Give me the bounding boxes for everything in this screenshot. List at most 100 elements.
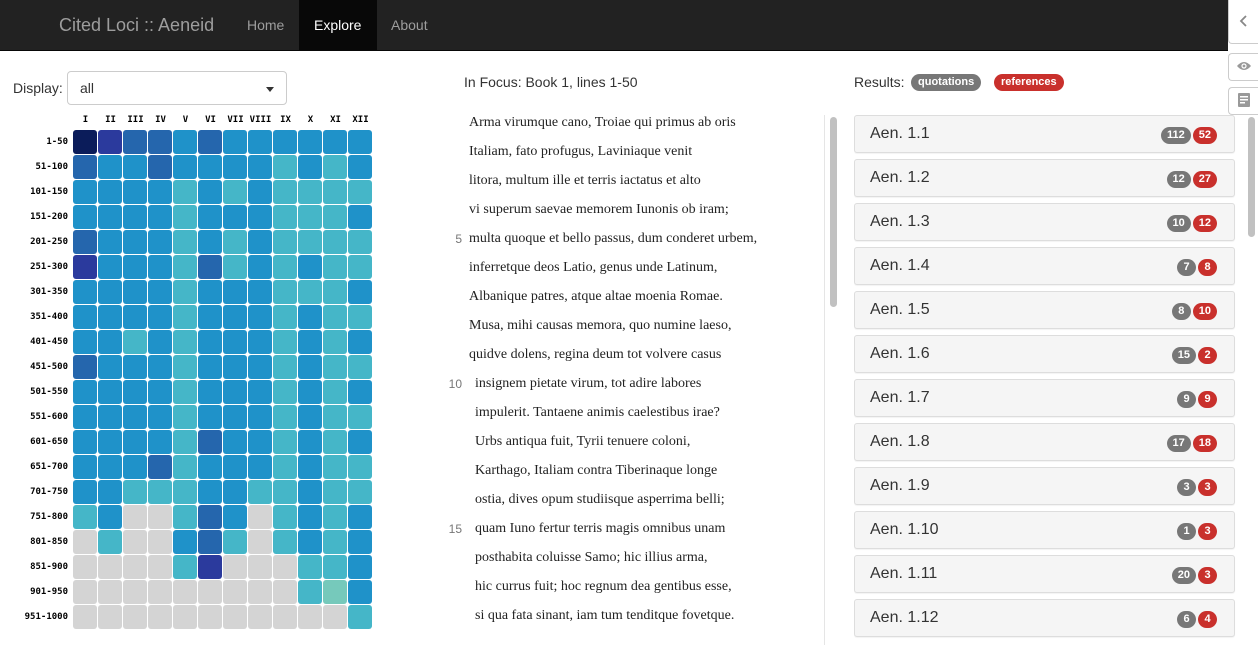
heatmap-cell[interactable] <box>73 480 97 504</box>
heatmap-cell[interactable] <box>73 555 97 579</box>
heatmap-cell[interactable] <box>73 255 97 279</box>
heatmap-cell[interactable] <box>73 205 97 229</box>
heatmap-cell[interactable] <box>148 405 172 429</box>
heatmap-cell[interactable] <box>198 280 222 304</box>
verse-line[interactable]: Musa, mihi causas memora, quo numine lae… <box>440 318 820 347</box>
result-item[interactable]: Aen. 1.2 12 27 <box>854 159 1235 197</box>
heatmap-cell[interactable] <box>173 605 197 629</box>
heatmap-cell[interactable] <box>198 255 222 279</box>
heatmap-cell[interactable] <box>298 380 322 404</box>
verse-line[interactable]: 5 multa quoque et bello passus, dum conde… <box>440 231 820 260</box>
heatmap-cell[interactable] <box>273 230 297 254</box>
heatmap-cell[interactable] <box>73 155 97 179</box>
references-tag[interactable]: references <box>994 74 1064 91</box>
heatmap-cell[interactable] <box>148 255 172 279</box>
heatmap-cell[interactable] <box>223 580 247 604</box>
heatmap-cell[interactable] <box>348 355 372 379</box>
heatmap-cell[interactable] <box>223 405 247 429</box>
heatmap-cell[interactable] <box>148 580 172 604</box>
heatmap-cell[interactable] <box>298 230 322 254</box>
brand[interactable]: Cited Loci :: Aeneid <box>59 15 215 35</box>
heatmap-cell[interactable] <box>323 255 347 279</box>
heatmap-cell[interactable] <box>348 555 372 579</box>
heatmap-cell[interactable] <box>123 455 147 479</box>
heatmap-cell[interactable] <box>223 155 247 179</box>
heatmap-cell[interactable] <box>273 355 297 379</box>
results-scrollbar[interactable] <box>1245 115 1258 656</box>
verse-line[interactable]: Urbs antiqua fuit, Tyrii tenuere coloni, <box>440 434 820 463</box>
heatmap-cell[interactable] <box>273 280 297 304</box>
heatmap-cell[interactable] <box>73 330 97 354</box>
heatmap-cell[interactable] <box>73 130 97 154</box>
verse-line[interactable]: posthabita coluisse Samo; hic illius arm… <box>440 550 820 579</box>
heatmap-cell[interactable] <box>123 305 147 329</box>
result-item[interactable]: Aen. 1.3 10 12 <box>854 203 1235 241</box>
heatmap-cell[interactable] <box>148 480 172 504</box>
heatmap-cell[interactable] <box>123 430 147 454</box>
heatmap-cell[interactable] <box>98 605 122 629</box>
heatmap-cell[interactable] <box>248 530 272 554</box>
heatmap-cell[interactable] <box>123 530 147 554</box>
heatmap-cell[interactable] <box>198 355 222 379</box>
heatmap-cell[interactable] <box>348 530 372 554</box>
result-item[interactable]: Aen. 1.10 1 3 <box>854 511 1235 549</box>
heatmap-cell[interactable] <box>323 530 347 554</box>
heatmap-cell[interactable] <box>223 280 247 304</box>
verse-line[interactable]: Arma virumque cano, Troiae qui primus ab… <box>440 115 820 144</box>
heatmap-cell[interactable] <box>298 130 322 154</box>
result-item[interactable]: Aen. 1.11 20 3 <box>854 555 1235 593</box>
heatmap-cell[interactable] <box>73 230 97 254</box>
heatmap-cell[interactable] <box>173 180 197 204</box>
heatmap-cell[interactable] <box>223 555 247 579</box>
heatmap-cell[interactable] <box>73 380 97 404</box>
heatmap-cell[interactable] <box>323 130 347 154</box>
verse-line[interactable]: quidve dolens, regina deum tot volvere c… <box>440 347 820 376</box>
heatmap-cell[interactable] <box>223 180 247 204</box>
heatmap-cell[interactable] <box>198 180 222 204</box>
heatmap-cell[interactable] <box>173 530 197 554</box>
heatmap-cell[interactable] <box>148 230 172 254</box>
verse-line[interactable]: si qua fata sinant, iam tum tenditque fo… <box>440 608 820 637</box>
heatmap-cell[interactable] <box>123 605 147 629</box>
heatmap-cell[interactable] <box>123 480 147 504</box>
heatmap-cell[interactable] <box>248 205 272 229</box>
heatmap-cell[interactable] <box>123 380 147 404</box>
result-item[interactable]: Aen. 1.4 7 8 <box>854 247 1235 285</box>
heatmap-cell[interactable] <box>223 455 247 479</box>
heatmap-cell[interactable] <box>173 480 197 504</box>
heatmap-cell[interactable] <box>223 530 247 554</box>
verse-line[interactable]: hic currus fuit; hoc regnum dea gentibus… <box>440 579 820 608</box>
heatmap-cell[interactable] <box>248 380 272 404</box>
heatmap-cell[interactable] <box>98 330 122 354</box>
heatmap-cell[interactable] <box>273 480 297 504</box>
result-item[interactable]: Aen. 1.1 112 52 <box>854 115 1235 153</box>
heatmap-cell[interactable] <box>348 430 372 454</box>
heatmap-cell[interactable] <box>298 305 322 329</box>
heatmap-cell[interactable] <box>248 230 272 254</box>
heatmap-cell[interactable] <box>148 330 172 354</box>
heatmap-cell[interactable] <box>198 455 222 479</box>
heatmap-cell[interactable] <box>248 605 272 629</box>
heatmap-cell[interactable] <box>148 530 172 554</box>
heatmap-cell[interactable] <box>98 230 122 254</box>
heatmap-cell[interactable] <box>323 605 347 629</box>
heatmap-cell[interactable] <box>148 355 172 379</box>
heatmap-cell[interactable] <box>173 355 197 379</box>
heatmap-cell[interactable] <box>223 605 247 629</box>
heatmap-cell[interactable] <box>198 605 222 629</box>
heatmap-cell[interactable] <box>173 230 197 254</box>
heatmap-cell[interactable] <box>148 505 172 529</box>
heatmap-cell[interactable] <box>123 355 147 379</box>
result-item[interactable]: Aen. 1.7 9 9 <box>854 379 1235 417</box>
heatmap-cell[interactable] <box>298 605 322 629</box>
heatmap-cell[interactable] <box>123 555 147 579</box>
heatmap-cell[interactable] <box>148 380 172 404</box>
heatmap-cell[interactable] <box>298 205 322 229</box>
heatmap-cell[interactable] <box>148 205 172 229</box>
collapse-panel-button[interactable] <box>1228 0 1258 44</box>
heatmap-cell[interactable] <box>123 205 147 229</box>
heatmap-cell[interactable] <box>123 130 147 154</box>
heatmap-cell[interactable] <box>73 405 97 429</box>
heatmap-cell[interactable] <box>348 580 372 604</box>
heatmap-cell[interactable] <box>173 205 197 229</box>
